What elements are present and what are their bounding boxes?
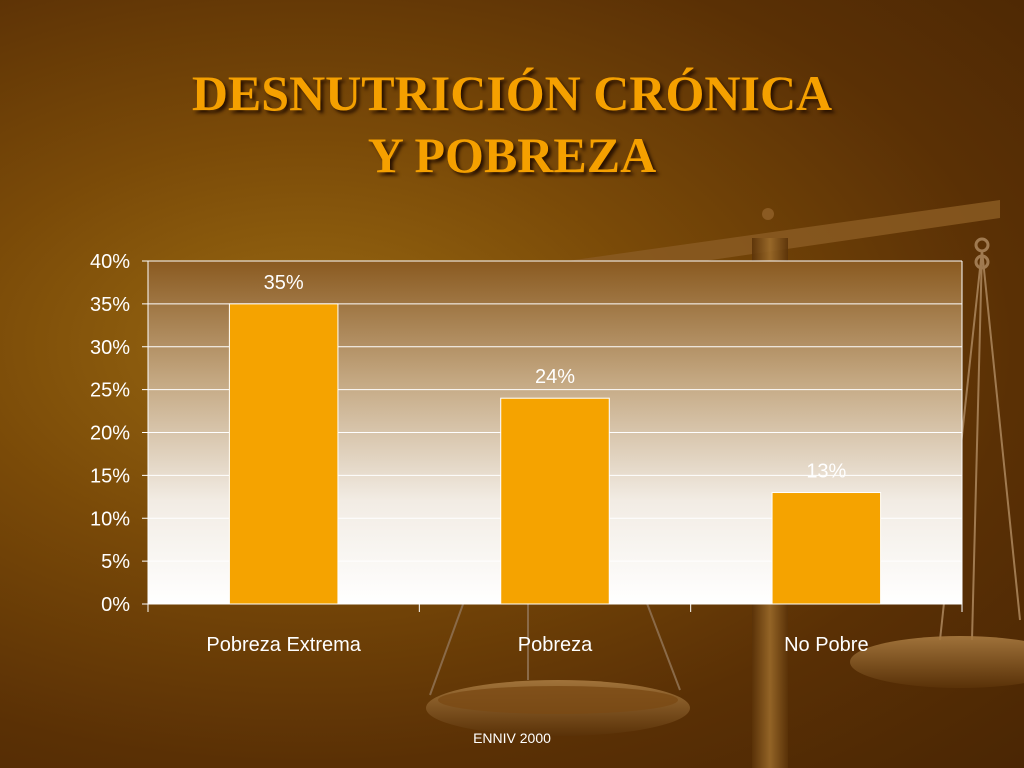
slide-title-line-2: Y POBREZA <box>367 127 657 183</box>
bars <box>228 303 882 605</box>
labels: 0% 5% 10% 15% 20% 25% 30% 35% 40% 35% Pobreza Extr… <box>90 251 869 656</box>
y-tick-label: 5% <box>101 551 130 573</box>
slide-title: DESNUTRICIÓN CRÓNICA Y POBREZA <box>0 62 1024 186</box>
bar-1 <box>228 303 339 605</box>
y-tick-label: 30% <box>90 337 130 359</box>
y-tick-label: 35% <box>90 294 130 316</box>
slide-title-line-1: DESNUTRICIÓN CRÓNICA <box>191 65 833 121</box>
category-label: Pobreza Extrema <box>206 634 361 656</box>
y-tick-label: 0% <box>101 594 130 616</box>
y-tick-label: 10% <box>90 508 130 530</box>
y-tick-label: 20% <box>90 423 130 445</box>
y-tick-label: 40% <box>90 251 130 273</box>
y-tick-label: 15% <box>90 465 130 487</box>
y-tick-label: 25% <box>90 380 130 402</box>
value-label: 13% <box>806 461 846 483</box>
source-footer: ENNIV 2000 <box>473 730 551 746</box>
value-label: 35% <box>264 272 304 294</box>
value-label: 24% <box>535 366 575 388</box>
bar-3 <box>771 492 882 605</box>
axes <box>142 260 963 612</box>
category-label: Pobreza <box>518 634 593 656</box>
category-label: No Pobre <box>784 634 869 656</box>
bar-2 <box>500 397 610 605</box>
